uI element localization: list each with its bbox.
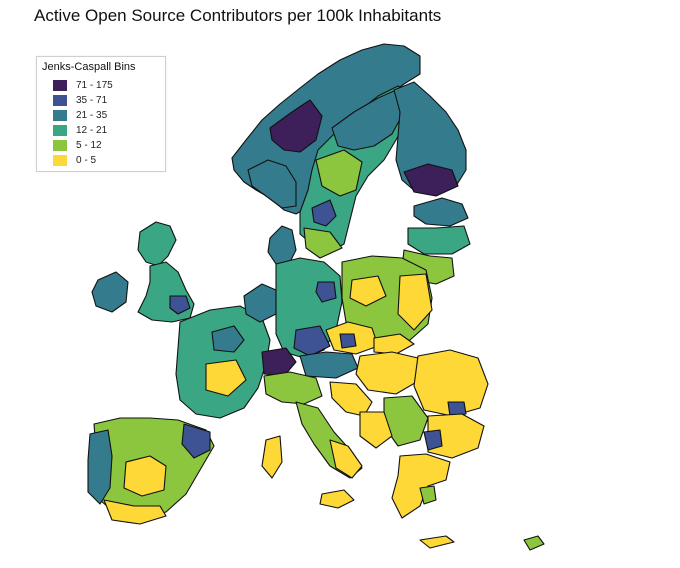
- region-austria: [299, 351, 359, 379]
- map-legend: Jenks-Caspall Bins 71 - 175 35 - 71 21 -…: [36, 56, 166, 172]
- region-norway-west: [269, 99, 323, 153]
- legend-swatch: [53, 79, 67, 91]
- region-denmark: [267, 225, 297, 265]
- region-ireland: [91, 271, 129, 313]
- region-sardinia: [261, 435, 283, 479]
- region-england: [137, 261, 195, 323]
- region-greece: [391, 453, 451, 519]
- legend-swatch: [53, 139, 67, 151]
- region-portugal: [87, 429, 113, 505]
- region-catalonia: [181, 423, 211, 459]
- region-bulgaria: [427, 413, 485, 459]
- region-italy-north: [263, 371, 323, 405]
- legend-item: 0 - 5: [53, 154, 96, 166]
- region-paris: [211, 325, 245, 353]
- region-norway-south: [247, 159, 297, 209]
- region-switzerland: [261, 347, 297, 377]
- region-sweden-south: [303, 227, 343, 259]
- region-berlin: [315, 281, 337, 303]
- region-slovakia: [373, 333, 415, 355]
- region-scotland: [137, 221, 177, 267]
- region-sweden-north: [331, 89, 405, 151]
- region-bavaria: [293, 325, 331, 357]
- region-poland-east: [397, 273, 433, 331]
- legend-item: 21 - 35: [53, 109, 107, 121]
- region-madrid: [123, 455, 167, 497]
- legend-item: 12 - 21: [53, 124, 107, 136]
- region-bosnia: [359, 411, 393, 449]
- legend-swatch: [53, 124, 67, 136]
- region-latvia: [407, 225, 471, 255]
- legend-label: 12 - 21: [76, 124, 108, 136]
- region-bucharest: [447, 401, 467, 417]
- region-sicily: [319, 489, 355, 509]
- region-crete: [419, 535, 455, 549]
- region-andalusia: [103, 499, 167, 525]
- region-poland-west: [349, 275, 387, 307]
- legend-swatch: [53, 109, 67, 121]
- legend-item: 5 - 12: [53, 139, 102, 151]
- legend-title: Jenks-Caspall Bins: [42, 61, 136, 73]
- region-finland-south: [403, 163, 459, 197]
- region-cyprus: [523, 535, 545, 551]
- region-athens: [419, 485, 437, 505]
- region-london: [169, 295, 191, 315]
- legend-label: 21 - 35: [76, 109, 108, 121]
- region-sofia: [423, 429, 443, 451]
- legend-label: 35 - 71: [76, 94, 108, 106]
- region-romania: [413, 349, 489, 417]
- legend-label: 0 - 5: [76, 154, 97, 166]
- legend-swatch: [53, 94, 67, 106]
- legend-item: 35 - 71: [53, 94, 107, 106]
- map-title: Active Open Source Contributors per 100k…: [34, 6, 442, 25]
- legend-label: 71 - 175: [76, 79, 113, 91]
- legend-swatch: [53, 154, 67, 166]
- region-estonia: [413, 197, 469, 227]
- region-stockholm: [311, 199, 337, 227]
- legend-label: 5 - 12: [76, 139, 102, 151]
- region-hungary: [355, 351, 421, 395]
- region-france-central: [205, 359, 247, 397]
- region-prague: [339, 333, 357, 349]
- region-sweden-central: [315, 149, 363, 197]
- region-italy-south: [329, 439, 363, 479]
- legend-item: 71 - 175: [53, 79, 113, 91]
